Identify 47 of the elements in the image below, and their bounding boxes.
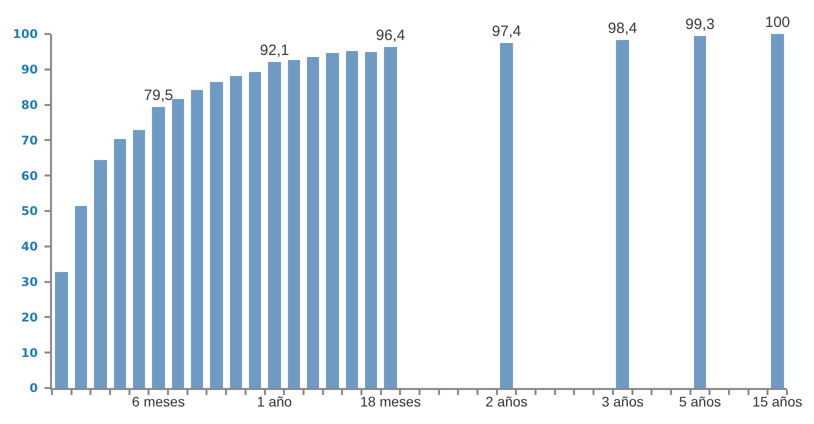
y-tick-label: 30 [21,275,38,289]
bar [268,62,281,388]
bar [771,34,784,388]
y-tick-label: 50 [21,204,38,218]
bar [365,52,377,388]
data-label: 99,3 [685,16,715,33]
bar [114,139,126,388]
data-label: 96,4 [376,27,406,44]
x-tick-label: 18 meses [360,394,421,410]
bar [191,90,203,388]
bar [230,76,242,388]
x-tick-label: 15 años [752,394,802,410]
x-tick-label: 6 meses [132,394,185,410]
bar [94,160,107,388]
bar [616,40,629,388]
bar [694,36,706,388]
bar [133,130,145,388]
data-label: 98,4 [608,20,638,37]
y-tick-label: 40 [21,240,38,254]
y-tick-label: 60 [21,168,38,183]
bar [152,107,165,388]
bar [384,47,397,388]
bar [75,206,87,388]
x-tick-label: 3 años [602,394,644,410]
data-label: 100 [764,14,790,31]
y-tick-label: 70 [21,133,38,148]
bar [249,72,261,388]
y-tick-label: 20 [21,310,38,324]
data-label: 92,1 [260,42,290,59]
bar [307,57,319,388]
x-tick-label: 1 año [256,394,292,410]
x-tick-label: 2 años [486,394,528,410]
bar [326,53,339,388]
y-tick-label: 100 [12,27,38,42]
bar [210,82,223,388]
y-tick-label: 80 [21,98,38,112]
data-label: 97,4 [492,23,522,40]
data-label: 79,5 [144,87,174,104]
bar [288,60,300,388]
bar [500,43,513,388]
y-tick-label: 0 [29,381,38,396]
x-tick-label: 5 años [678,394,721,410]
bar [346,51,358,388]
bar [55,272,68,388]
bar [172,99,184,388]
y-tick-label: 10 [21,346,38,360]
y-tick-label: 90 [21,62,38,77]
